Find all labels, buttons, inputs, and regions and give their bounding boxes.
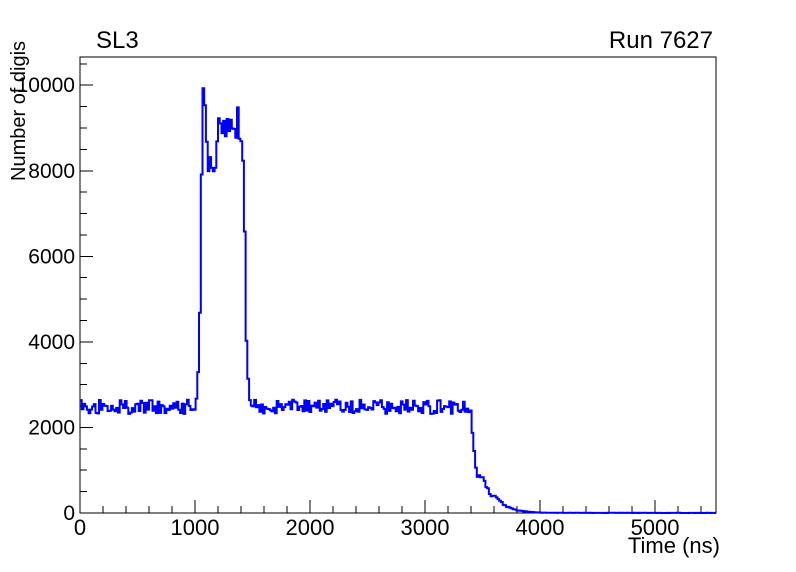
plot-frame	[79, 56, 717, 514]
axis-ticks	[79, 63, 702, 514]
frame-border	[79, 56, 717, 514]
plot-title: SL3	[96, 27, 139, 54]
data-series-line	[80, 87, 716, 514]
y-tick-label: 8000	[28, 160, 75, 183]
y-tick-label: 2000	[28, 416, 75, 439]
y-tick-label: 10000	[17, 74, 75, 97]
data-series	[80, 87, 716, 514]
x-tick-labels: 0 1000 2000 3000 4000 5000	[74, 515, 680, 540]
x-tick-label: 1000	[171, 515, 220, 540]
y-tick-labels: 0 2000 4000 6000 8000 10000	[17, 74, 75, 525]
x-tick-label: 5000	[631, 515, 680, 540]
x-axis-title: Time (ns)	[627, 533, 720, 558]
x-tick-label: 3000	[401, 515, 450, 540]
y-tick-label: 6000	[28, 245, 75, 268]
run-number-label: Run 7627	[608, 27, 713, 54]
y-tick-label: 4000	[28, 331, 75, 354]
x-tick-label: 0	[74, 515, 86, 540]
x-tick-label: 4000	[516, 515, 565, 540]
x-tick-label: 2000	[286, 515, 335, 540]
y-tick-label: 0	[63, 502, 75, 525]
